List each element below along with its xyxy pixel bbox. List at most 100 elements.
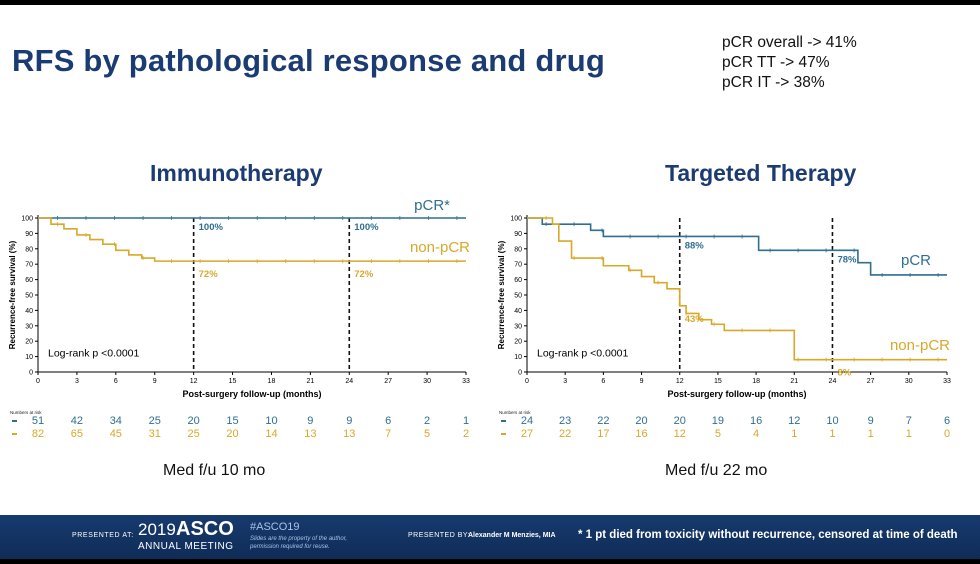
x-tick-label: 12 <box>676 378 684 385</box>
stat-pcr-tt: pCR TT -> 47% <box>722 54 830 71</box>
at-risk-value-nonpcr: 25 <box>188 428 200 440</box>
rights-line-1: Slides are the property of the author, <box>250 536 348 542</box>
x-axis-label: Post-surgery follow-up (months) <box>183 389 322 399</box>
presented-at-label: PRESENTED AT: <box>72 532 134 539</box>
x-tick-label: 30 <box>423 378 431 385</box>
survival-annotation: 43% <box>685 314 705 325</box>
at-risk-value-pcr: 42 <box>71 415 83 427</box>
at-risk-title: Numbers at risk <box>10 410 42 415</box>
at-risk-value-pcr: 9 <box>868 415 874 427</box>
at-risk-value-pcr: 6 <box>385 415 391 427</box>
at-risk-value-nonpcr: 2 <box>463 428 469 440</box>
x-tick-label: 12 <box>190 378 198 385</box>
series-line-pcr <box>527 217 947 276</box>
at-risk-value-pcr: 15 <box>226 415 238 427</box>
at-risk-value-nonpcr: 1 <box>906 428 912 440</box>
x-tick-label: 0 <box>36 378 40 385</box>
y-tick-label: 80 <box>514 246 522 253</box>
y-tick-label: 10 <box>514 354 522 361</box>
at-risk-value-pcr: 2 <box>424 415 430 427</box>
survival-annotation: 100% <box>199 222 224 233</box>
at-risk-value-nonpcr: 1 <box>791 428 797 440</box>
x-tick-label: 18 <box>752 378 760 385</box>
at-risk-value-pcr: 12 <box>788 415 800 427</box>
rights-line-2: permission required for reuse. <box>250 544 330 550</box>
x-axis-label: Post-surgery follow-up (months) <box>668 389 807 399</box>
y-tick-label: 80 <box>25 246 33 253</box>
at-risk-value-pcr: 20 <box>635 415 647 427</box>
at-risk-value-pcr: 10 <box>826 415 838 427</box>
x-tick-label: 15 <box>714 378 722 385</box>
y-tick-label: 0 <box>518 370 522 377</box>
median-followup-targeted: Med f/u 22 mo <box>665 462 768 479</box>
y-tick-label: 30 <box>514 323 522 330</box>
at-risk-value-pcr: 24 <box>521 415 533 427</box>
slide-title: RFS by pathological response and drug <box>12 43 606 78</box>
at-risk-value-nonpcr: 20 <box>226 428 238 440</box>
at-risk-value-nonpcr: 17 <box>597 428 609 440</box>
at-risk-value-nonpcr: 0 <box>944 428 950 440</box>
y-tick-label: 100 <box>510 216 522 223</box>
y-axis-label: Recurrence-free survival (%) <box>8 240 17 349</box>
at-risk-value-nonpcr: 16 <box>635 428 647 440</box>
at-risk-value-pcr: 22 <box>597 415 609 427</box>
at-risk-value-nonpcr: 4 <box>753 428 759 440</box>
x-tick-label: 18 <box>268 378 276 385</box>
logrank-text: Log-rank p <0.0001 <box>48 348 140 360</box>
meeting-sub: ANNUAL MEETING <box>138 541 234 552</box>
x-tick-label: 9 <box>153 378 157 385</box>
at-risk-value-nonpcr: 5 <box>424 428 430 440</box>
x-tick-label: 6 <box>601 378 605 385</box>
x-tick-label: 33 <box>462 378 470 385</box>
series-label-pcr: pCR <box>901 252 931 269</box>
at-risk-value-nonpcr: 27 <box>521 428 533 440</box>
at-risk-value-pcr: 25 <box>149 415 161 427</box>
at-risk-value-pcr: 20 <box>188 415 200 427</box>
y-axis-label: Recurrence-free survival (%) <box>497 240 506 349</box>
at-risk-value-nonpcr: 14 <box>265 428 277 440</box>
stats-box: pCR overall -> 41% pCR TT -> 47% pCR IT … <box>722 33 857 93</box>
y-tick-label: 40 <box>514 308 522 315</box>
footnote: * 1 pt died from toxicity without recurr… <box>578 529 958 541</box>
footer-bar: PRESENTED AT: 2019 ASCO ANNUAL MEETING #… <box>0 515 980 559</box>
survival-annotation: 100% <box>354 222 379 233</box>
series-line-nonpcr <box>38 217 466 262</box>
y-tick-label: 10 <box>25 354 33 361</box>
slide: RFS by pathological response and drug pC… <box>0 5 980 515</box>
y-tick-label: 100 <box>21 216 33 223</box>
at-risk-value-pcr: 20 <box>674 415 686 427</box>
y-tick-label: 70 <box>25 262 33 269</box>
at-risk-value-nonpcr: 31 <box>149 428 161 440</box>
survival-annotation: 8% <box>837 368 851 379</box>
at-risk-value-nonpcr: 1 <box>868 428 874 440</box>
at-risk-value-pcr: 9 <box>307 415 313 427</box>
median-followup-immunotherapy: Med f/u 10 mo <box>163 462 266 479</box>
at-risk-value-pcr: 51 <box>32 415 44 427</box>
at-risk-value-pcr: 6 <box>944 415 950 427</box>
x-tick-label: 21 <box>306 378 314 385</box>
y-tick-label: 60 <box>514 277 522 284</box>
chart-title-immunotherapy: Immunotherapy <box>150 160 323 186</box>
series-label-pcr: pCR* <box>414 197 450 214</box>
y-tick-label: 20 <box>514 339 522 346</box>
x-tick-label: 3 <box>563 378 567 385</box>
x-tick-label: 3 <box>75 378 79 385</box>
series-line-nonpcr <box>527 217 947 361</box>
x-tick-label: 9 <box>640 378 644 385</box>
y-tick-label: 60 <box>25 277 33 284</box>
x-tick-label: 30 <box>905 378 913 385</box>
at-risk-value-pcr: 9 <box>346 415 352 427</box>
y-tick-label: 90 <box>514 231 522 238</box>
x-tick-label: 27 <box>867 378 875 385</box>
survival-annotation: 72% <box>199 269 219 280</box>
y-tick-label: 30 <box>25 323 33 330</box>
survival-annotation: 78% <box>837 254 857 265</box>
at-risk-value-nonpcr: 5 <box>715 428 721 440</box>
x-tick-label: 33 <box>943 378 951 385</box>
at-risk-value-pcr: 23 <box>559 415 571 427</box>
at-risk-value-nonpcr: 7 <box>385 428 391 440</box>
survival-annotation: 72% <box>354 269 374 280</box>
at-risk-title: Numbers at risk <box>499 410 531 415</box>
at-risk-value-nonpcr: 45 <box>110 428 122 440</box>
hashtag: #ASCO19 <box>250 521 300 533</box>
